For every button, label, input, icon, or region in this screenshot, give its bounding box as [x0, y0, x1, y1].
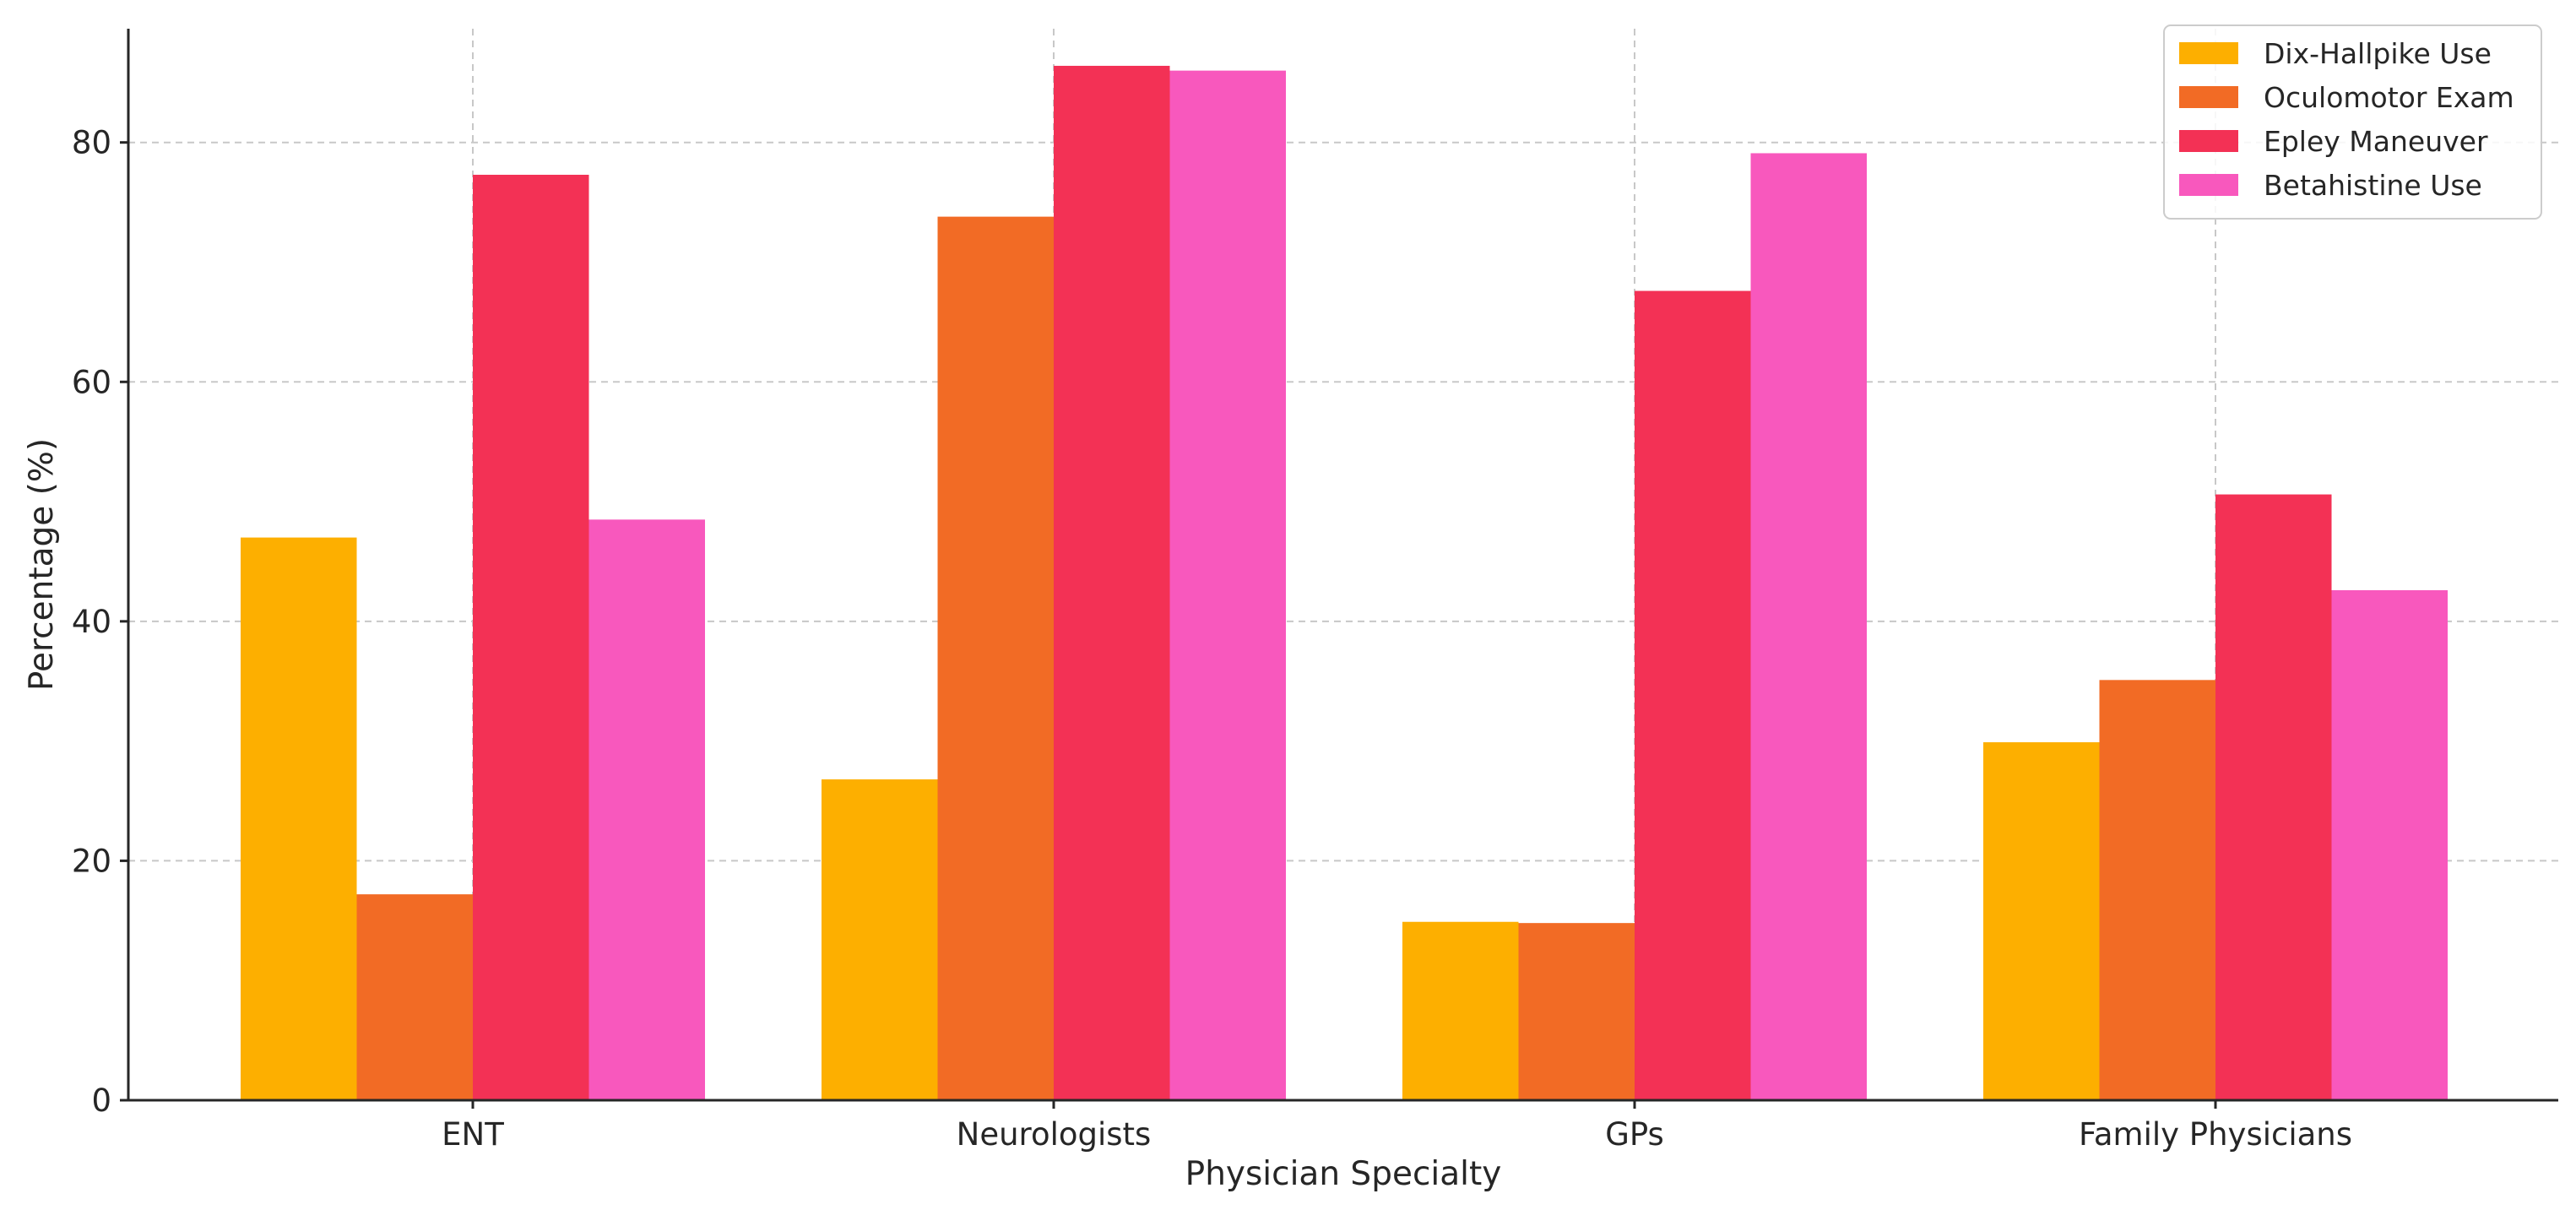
- bar: [2099, 680, 2215, 1100]
- bar: [1983, 742, 2100, 1100]
- y-axis-label: Percentage (%): [23, 438, 61, 691]
- legend-label: Epley Maneuver: [2264, 125, 2488, 158]
- tick-labels: 0 20 40 60 80 ENT Neurologists GPs Family Physic…: [72, 125, 2352, 1153]
- y-tick-label: 80: [72, 125, 111, 161]
- x-tick-label: ENT: [442, 1116, 504, 1153]
- bar: [1518, 923, 1635, 1100]
- bar: [937, 216, 1054, 1100]
- bar: [822, 779, 938, 1100]
- bar: [2215, 494, 2332, 1100]
- legend-swatch: [2179, 174, 2238, 196]
- y-tick-label: 40: [72, 604, 111, 640]
- legend-label: Oculomotor Exam: [2264, 81, 2514, 114]
- x-tick-label: Neurologists: [957, 1116, 1152, 1153]
- bar: [241, 537, 357, 1100]
- legend-swatch: [2179, 130, 2238, 152]
- y-tick-label: 0: [91, 1082, 111, 1119]
- legend-swatch: [2179, 42, 2238, 64]
- legend-label: Dix-Hallpike Use: [2264, 37, 2492, 70]
- x-tick-label: GPs: [1605, 1116, 1664, 1153]
- legend: Dix-Hallpike Use Oculomotor Exam Epley Man…: [2163, 24, 2542, 220]
- x-axis-label: Physician Specialty: [1185, 1155, 1502, 1193]
- legend-label: Betahistine Use: [2264, 169, 2482, 202]
- bar: [1054, 65, 1170, 1100]
- bar: [2331, 589, 2448, 1100]
- bar: [1169, 70, 1286, 1100]
- bars: [241, 65, 2448, 1101]
- bar: [1635, 290, 1751, 1100]
- legend-swatch: [2179, 86, 2238, 108]
- bar: [1750, 153, 1867, 1100]
- bar: [473, 174, 589, 1101]
- bar: [588, 519, 705, 1100]
- bar: [1402, 921, 1519, 1100]
- x-tick-label: Family Physicians: [2079, 1116, 2352, 1153]
- y-tick-label: 20: [72, 843, 111, 879]
- legend-frame: [2163, 24, 2542, 220]
- axes: [120, 29, 2558, 1109]
- y-tick-label: 60: [72, 364, 111, 400]
- bar: [356, 894, 473, 1100]
